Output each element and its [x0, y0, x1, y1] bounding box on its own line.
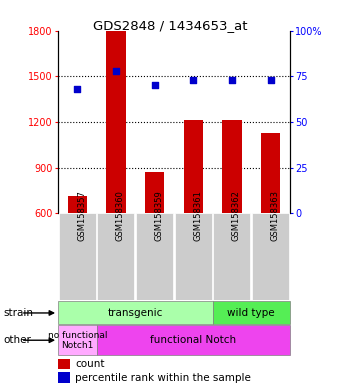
- Bar: [106, 31, 125, 213]
- Bar: [136, 213, 173, 300]
- Bar: [252, 213, 289, 300]
- Point: [268, 77, 273, 83]
- Text: transgenic: transgenic: [107, 308, 163, 318]
- Bar: [58, 372, 70, 382]
- Point: [191, 77, 196, 83]
- Bar: [145, 172, 164, 213]
- Text: no functional
Notch1: no functional Notch1: [47, 331, 107, 350]
- Bar: [261, 132, 280, 213]
- Text: count: count: [75, 359, 105, 369]
- Text: GSM158357: GSM158357: [77, 190, 86, 241]
- Point: [229, 77, 235, 83]
- Bar: [58, 301, 212, 324]
- Bar: [98, 213, 134, 300]
- Text: GDS2848 / 1434653_at: GDS2848 / 1434653_at: [93, 19, 248, 32]
- Bar: [222, 121, 241, 213]
- Point: [113, 68, 119, 74]
- Text: GSM158362: GSM158362: [232, 190, 241, 241]
- Bar: [213, 213, 250, 300]
- Point: [152, 83, 157, 89]
- Text: strain: strain: [3, 308, 33, 318]
- Text: other: other: [3, 335, 31, 345]
- Text: percentile rank within the sample: percentile rank within the sample: [75, 372, 251, 382]
- Bar: [59, 213, 96, 300]
- Text: GSM158359: GSM158359: [154, 190, 164, 241]
- Bar: [58, 359, 70, 369]
- Text: GSM158361: GSM158361: [193, 190, 202, 241]
- Bar: [97, 325, 290, 355]
- Text: wild type: wild type: [227, 308, 275, 318]
- Point: [75, 86, 80, 92]
- Text: GSM158363: GSM158363: [270, 190, 280, 241]
- Bar: [212, 301, 290, 324]
- Bar: [58, 325, 97, 355]
- Text: GSM158360: GSM158360: [116, 190, 125, 241]
- Bar: [68, 196, 87, 213]
- Text: functional Notch: functional Notch: [150, 335, 236, 345]
- Bar: [175, 213, 212, 300]
- Bar: [183, 121, 203, 213]
